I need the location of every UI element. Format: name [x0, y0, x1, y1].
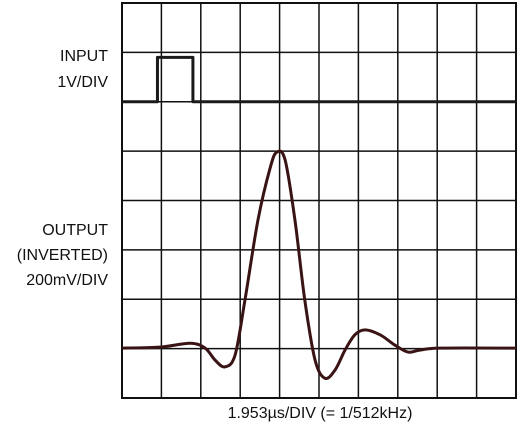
- legend-label: (INVERTED): [17, 247, 108, 264]
- trace: [122, 55, 516, 104]
- x-axis-label: 1.953µs/DIV (= 1/512kHz): [228, 405, 413, 422]
- trace: [121, 149, 517, 381]
- legend-label: INPUT: [60, 48, 108, 65]
- plot-frame: [121, 2, 517, 399]
- legend-label: 1V/DIV: [57, 74, 108, 91]
- legend-label: 200mV/DIV: [26, 272, 108, 289]
- legend-label: OUTPUT: [42, 222, 108, 239]
